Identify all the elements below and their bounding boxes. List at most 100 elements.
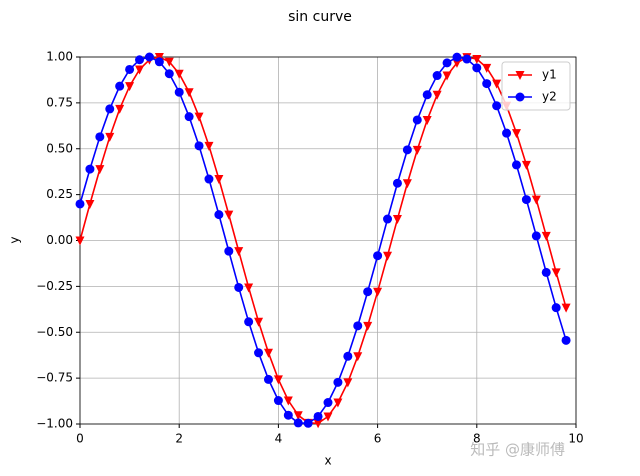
marker bbox=[184, 112, 194, 122]
marker bbox=[551, 303, 561, 313]
marker bbox=[561, 303, 571, 313]
marker bbox=[492, 79, 502, 89]
marker bbox=[313, 411, 323, 421]
marker bbox=[254, 317, 264, 327]
marker bbox=[244, 317, 254, 327]
marker bbox=[263, 374, 273, 384]
marker bbox=[402, 145, 412, 155]
marker bbox=[551, 268, 561, 278]
marker bbox=[472, 55, 482, 65]
marker bbox=[224, 210, 234, 220]
marker bbox=[482, 63, 492, 73]
marker bbox=[234, 282, 244, 292]
marker bbox=[283, 396, 293, 406]
x-tick-label: 4 bbox=[275, 432, 283, 446]
marker bbox=[214, 175, 224, 185]
marker bbox=[531, 195, 541, 205]
y-tick-label: −0.75 bbox=[36, 371, 73, 385]
marker bbox=[125, 64, 135, 74]
marker bbox=[234, 247, 244, 257]
marker bbox=[85, 199, 95, 209]
marker bbox=[154, 57, 164, 67]
marker bbox=[105, 132, 115, 142]
marker bbox=[521, 160, 531, 170]
marker bbox=[164, 57, 174, 67]
marker bbox=[363, 321, 373, 331]
marker bbox=[462, 54, 472, 64]
y-tick-label: −1.00 bbox=[36, 417, 73, 431]
marker bbox=[422, 115, 432, 125]
marker bbox=[412, 145, 422, 155]
marker bbox=[343, 351, 353, 361]
marker bbox=[244, 283, 254, 293]
marker bbox=[75, 236, 85, 246]
legend-label: y1 bbox=[542, 68, 557, 82]
marker bbox=[194, 141, 204, 151]
marker bbox=[541, 267, 551, 277]
marker bbox=[174, 87, 184, 97]
marker bbox=[273, 396, 283, 406]
marker bbox=[135, 65, 145, 75]
y-tick-label: 1.00 bbox=[46, 50, 73, 64]
marker bbox=[442, 71, 452, 81]
marker bbox=[511, 160, 521, 170]
legend-label: y2 bbox=[542, 90, 557, 104]
marker bbox=[273, 375, 283, 385]
marker bbox=[482, 79, 492, 89]
marker bbox=[373, 251, 383, 261]
marker bbox=[85, 164, 95, 174]
x-tick-label: 0 bbox=[76, 432, 84, 446]
marker bbox=[125, 82, 135, 92]
marker bbox=[283, 410, 293, 420]
marker bbox=[184, 88, 194, 98]
y-tick-label: 0.00 bbox=[46, 233, 73, 247]
x-tick-label: 10 bbox=[568, 432, 583, 446]
marker bbox=[511, 129, 521, 139]
legend-box bbox=[501, 61, 571, 111]
marker bbox=[541, 231, 551, 241]
marker bbox=[333, 377, 343, 387]
marker bbox=[383, 214, 393, 224]
marker bbox=[561, 335, 571, 345]
marker bbox=[492, 101, 502, 111]
marker bbox=[95, 165, 105, 175]
y-tick-label: 0.25 bbox=[46, 187, 73, 201]
x-axis-label: x bbox=[324, 454, 331, 468]
marker bbox=[204, 174, 214, 184]
marker bbox=[452, 52, 462, 62]
marker bbox=[343, 378, 353, 388]
marker bbox=[105, 104, 115, 114]
marker bbox=[313, 419, 323, 429]
marker bbox=[392, 215, 402, 225]
marker bbox=[194, 112, 204, 122]
y-tick-label: −0.50 bbox=[36, 325, 73, 339]
watermark: 知乎 @康师傅 bbox=[470, 441, 565, 459]
marker bbox=[263, 348, 273, 358]
marker bbox=[531, 231, 541, 241]
marker bbox=[115, 104, 125, 114]
marker bbox=[164, 69, 174, 79]
marker bbox=[174, 69, 184, 79]
marker bbox=[363, 287, 373, 297]
marker bbox=[293, 418, 303, 428]
marker bbox=[502, 128, 512, 138]
marker bbox=[402, 179, 412, 189]
marker bbox=[422, 90, 432, 100]
marker bbox=[204, 141, 214, 151]
marker bbox=[214, 210, 224, 220]
y-axis-label: y bbox=[8, 236, 22, 243]
marker bbox=[144, 52, 154, 62]
x-tick-label: 8 bbox=[473, 432, 481, 446]
marker bbox=[373, 287, 383, 297]
marker bbox=[432, 71, 442, 81]
y-tick-label: 0.75 bbox=[46, 95, 73, 109]
marker bbox=[353, 321, 363, 331]
marker bbox=[135, 55, 145, 65]
marker bbox=[515, 71, 525, 80]
marker bbox=[323, 412, 333, 422]
y-tick-label: −0.25 bbox=[36, 279, 73, 293]
marker bbox=[353, 352, 363, 362]
marker bbox=[515, 92, 525, 102]
marker bbox=[392, 178, 402, 188]
